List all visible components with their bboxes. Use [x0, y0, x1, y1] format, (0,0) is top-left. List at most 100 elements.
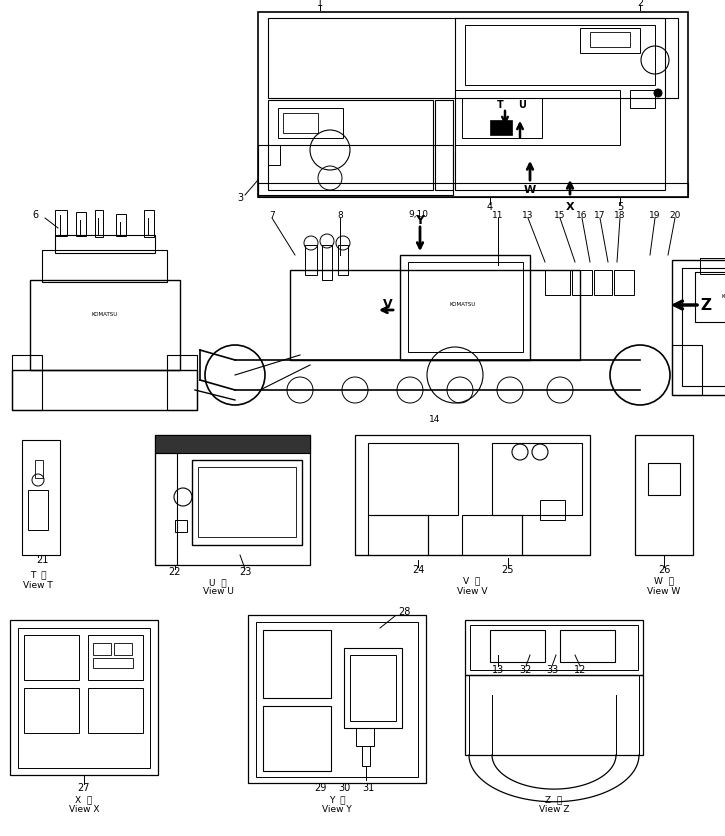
Text: X  视: X 视: [75, 796, 93, 804]
Text: 4: 4: [487, 202, 493, 212]
Bar: [355, 435, 590, 555]
Bar: [10, 620, 158, 775]
Bar: [263, 706, 331, 771]
Text: 6: 6: [32, 210, 38, 220]
Text: 13: 13: [522, 211, 534, 220]
Text: View T: View T: [23, 580, 53, 589]
Bar: [263, 630, 331, 698]
Bar: [155, 453, 177, 565]
Text: 33: 33: [546, 665, 558, 675]
Text: Z: Z: [700, 298, 711, 313]
Bar: [283, 113, 318, 133]
Bar: [368, 443, 458, 515]
Bar: [192, 460, 302, 545]
Text: View Z: View Z: [539, 806, 569, 814]
Text: 17: 17: [594, 211, 606, 220]
Bar: [594, 270, 612, 295]
Bar: [30, 280, 180, 370]
Bar: [268, 18, 678, 98]
Bar: [116, 214, 126, 236]
Bar: [695, 272, 725, 322]
Bar: [42, 250, 167, 282]
Text: 21: 21: [36, 555, 48, 565]
Bar: [28, 490, 48, 530]
Bar: [492, 443, 582, 515]
Bar: [167, 355, 197, 410]
Bar: [322, 245, 332, 280]
Text: 2: 2: [637, 0, 643, 8]
Text: U  视: U 视: [210, 579, 227, 588]
Text: 30: 30: [338, 783, 350, 793]
Bar: [614, 270, 634, 295]
Text: X: X: [566, 202, 574, 212]
Bar: [55, 235, 155, 253]
Text: 28: 28: [398, 607, 410, 617]
Text: W: W: [524, 185, 536, 195]
Bar: [12, 355, 42, 410]
Bar: [258, 145, 453, 195]
Text: View V: View V: [457, 587, 487, 595]
Text: 8: 8: [337, 211, 343, 220]
Text: View U: View U: [202, 588, 233, 597]
Text: 1: 1: [317, 0, 323, 8]
Bar: [672, 260, 725, 395]
Text: 18: 18: [614, 211, 626, 220]
Bar: [258, 12, 688, 197]
Text: View W: View W: [647, 587, 681, 595]
Bar: [35, 460, 43, 478]
Circle shape: [654, 89, 662, 97]
Bar: [465, 620, 643, 675]
Text: T  视: T 视: [30, 570, 46, 579]
Text: 13: 13: [492, 665, 504, 675]
Bar: [635, 435, 693, 555]
Bar: [490, 630, 545, 662]
Text: 15: 15: [554, 211, 566, 220]
Bar: [470, 625, 638, 670]
Text: 24: 24: [412, 565, 424, 575]
Bar: [93, 658, 133, 668]
Text: KOMATSU: KOMATSU: [722, 294, 725, 299]
Text: W  视: W 视: [654, 577, 674, 585]
Bar: [465, 675, 643, 755]
Bar: [700, 258, 725, 274]
Bar: [590, 32, 630, 47]
Bar: [12, 370, 197, 410]
Bar: [545, 270, 570, 295]
Bar: [400, 255, 530, 360]
Bar: [114, 643, 132, 655]
Text: 11: 11: [492, 211, 504, 220]
Text: T: T: [497, 100, 503, 110]
Text: View X: View X: [69, 806, 99, 814]
Bar: [572, 270, 592, 295]
Bar: [455, 90, 620, 145]
Bar: [648, 463, 680, 495]
Bar: [18, 628, 150, 768]
Bar: [560, 630, 615, 662]
Text: View Y: View Y: [322, 806, 352, 814]
Bar: [462, 98, 542, 138]
Bar: [290, 270, 580, 360]
Bar: [350, 655, 396, 721]
Bar: [362, 746, 370, 766]
Bar: [630, 90, 655, 108]
Text: 5: 5: [617, 202, 623, 212]
Bar: [88, 635, 143, 680]
Bar: [580, 28, 640, 53]
Bar: [76, 212, 86, 236]
Bar: [258, 183, 688, 197]
Bar: [144, 210, 154, 237]
Bar: [24, 688, 79, 733]
Bar: [155, 435, 310, 565]
Text: 7: 7: [269, 211, 275, 220]
Bar: [368, 515, 428, 555]
Text: Y: Y: [415, 213, 425, 227]
Bar: [465, 25, 655, 85]
Bar: [344, 648, 402, 728]
Bar: [93, 643, 111, 655]
Text: KOMATSU: KOMATSU: [450, 303, 476, 308]
Bar: [672, 345, 702, 395]
Bar: [24, 635, 79, 680]
Bar: [268, 145, 280, 165]
Bar: [435, 100, 453, 190]
Bar: [198, 467, 296, 537]
